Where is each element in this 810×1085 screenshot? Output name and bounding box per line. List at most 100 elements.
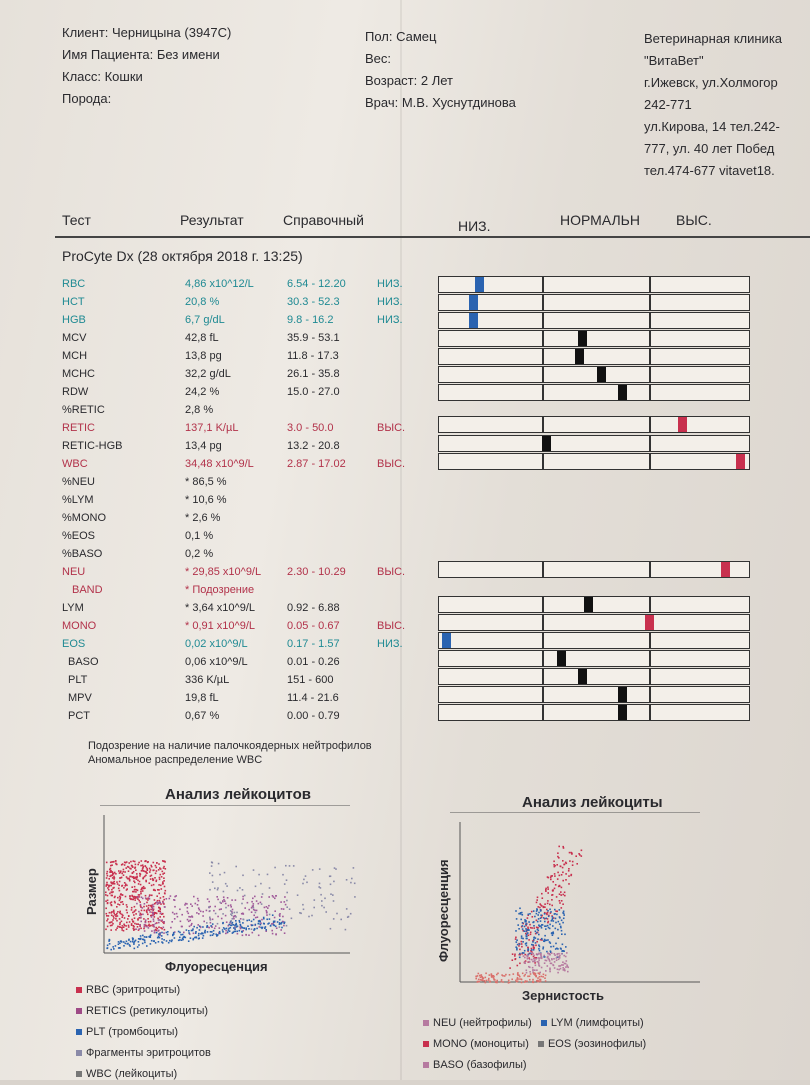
- scatter-point: [184, 902, 187, 905]
- scatter-point: [160, 927, 162, 929]
- gauge-divider: [542, 367, 544, 382]
- scatter-point: [541, 892, 543, 895]
- scatter-point: [119, 910, 121, 913]
- scatter-point: [521, 928, 524, 930]
- scatter-point: [281, 926, 283, 929]
- scatter-point: [532, 910, 535, 912]
- scatter-point: [140, 870, 143, 872]
- scatter-point: [243, 894, 246, 897]
- scatter-point: [188, 932, 190, 934]
- scatter-point: [209, 918, 211, 920]
- scatter-point: [133, 890, 135, 893]
- scatter-point: [254, 885, 257, 888]
- scatter-point: [579, 854, 581, 856]
- reference-range: 2.30 - 10.29: [287, 566, 346, 578]
- scatter-point: [536, 909, 538, 911]
- scatter-point: [482, 977, 484, 980]
- scatter-point: [515, 979, 517, 982]
- scatter-point: [522, 941, 524, 943]
- scatter-point: [134, 939, 137, 942]
- scatter-point: [124, 871, 126, 873]
- scatter-point: [547, 920, 550, 923]
- result-row: NEU * 29,85 x10^9/L 2.30 - 10.29 ВЫС.: [0, 563, 810, 581]
- scatter-point: [229, 904, 232, 906]
- column-header-high: ВЫС.: [676, 212, 712, 228]
- scatter-point: [205, 909, 208, 912]
- scatter-point: [272, 922, 274, 925]
- scatter-point: [559, 947, 562, 950]
- scatter-point: [544, 977, 546, 979]
- scatter-point: [148, 935, 150, 938]
- scatter-point: [551, 894, 553, 896]
- scatter-point: [116, 919, 118, 922]
- scatter-point: [546, 950, 548, 953]
- scatter-point: [105, 891, 107, 894]
- scatter-point: [528, 957, 530, 959]
- scatter-point: [185, 929, 188, 931]
- scatter-point: [151, 907, 154, 909]
- scatter-point: [113, 910, 115, 913]
- scatter-point: [119, 923, 121, 926]
- scatter-point: [257, 922, 260, 925]
- scatter-point: [152, 924, 154, 926]
- scatter-point: [160, 876, 163, 878]
- patient-line: Имя Пациента: Без имени: [62, 47, 220, 62]
- scatter-point: [134, 866, 137, 869]
- scatter-point: [280, 929, 282, 931]
- scatter-point: [171, 921, 173, 923]
- scatter-point: [562, 845, 564, 848]
- scatter-point: [238, 921, 241, 923]
- scatter-point: [516, 973, 519, 975]
- scatter-point: [112, 882, 115, 885]
- scatter-point: [145, 909, 148, 912]
- scatter-point: [227, 924, 230, 927]
- result-value: 34,48 x10^9/L: [185, 458, 254, 470]
- scatter-point: [340, 918, 342, 921]
- scatter-point: [151, 914, 153, 916]
- scatter-point: [139, 883, 142, 886]
- scatter-point: [158, 919, 161, 921]
- scatter-point: [110, 914, 113, 917]
- scatter-point: [558, 900, 561, 902]
- reference-range: 0.01 - 0.26: [287, 656, 340, 668]
- scatter-point: [110, 871, 112, 873]
- gauge-marker: [736, 454, 745, 469]
- legend-swatch: [537, 1041, 544, 1048]
- scatter-point: [137, 941, 140, 943]
- scatter-point: [541, 914, 543, 917]
- scatter-point: [110, 891, 113, 893]
- scatter-point: [162, 873, 164, 875]
- scatter-point: [187, 912, 190, 915]
- scatter-point: [534, 942, 537, 944]
- scatter-point: [152, 879, 155, 881]
- range-gauge: [438, 453, 750, 470]
- scatter-point: [268, 887, 271, 889]
- legend-row: NEU (нейтрофилы) LYM (лимфоциты): [423, 1013, 646, 1034]
- scatter-point: [111, 864, 113, 866]
- scatter-point: [475, 977, 477, 980]
- scatter-point: [570, 874, 572, 877]
- scatter-point: [560, 919, 563, 922]
- scatter-point: [226, 931, 229, 933]
- scatter-point: [203, 920, 205, 923]
- scatter-point: [154, 942, 157, 944]
- scatter-point: [130, 923, 133, 925]
- scatter-point: [578, 853, 580, 855]
- scatter-point: [139, 901, 141, 903]
- scatter-point: [241, 934, 244, 937]
- scatter-point: [543, 911, 546, 914]
- scatter-point: [134, 899, 136, 901]
- scatter-point: [248, 934, 250, 936]
- scatter-point: [262, 916, 265, 919]
- scatter-point: [197, 937, 200, 940]
- scatter-point: [157, 941, 160, 943]
- scatter-point: [527, 928, 529, 930]
- scatter-point: [283, 883, 286, 885]
- scatter-point: [152, 889, 155, 891]
- scatter-point: [165, 898, 168, 900]
- scatter-point: [158, 936, 161, 939]
- scatter-point: [525, 969, 528, 972]
- test-name: PCT: [68, 710, 90, 722]
- scatter-point: [492, 975, 494, 977]
- scatter-point: [126, 888, 128, 890]
